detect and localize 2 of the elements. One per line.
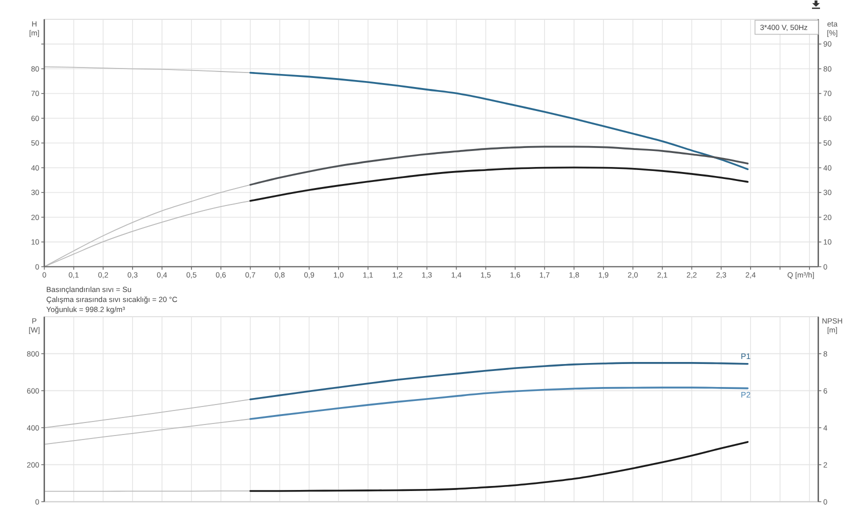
series-label: P1 <box>740 352 752 361</box>
series-label: P2 <box>740 390 752 400</box>
